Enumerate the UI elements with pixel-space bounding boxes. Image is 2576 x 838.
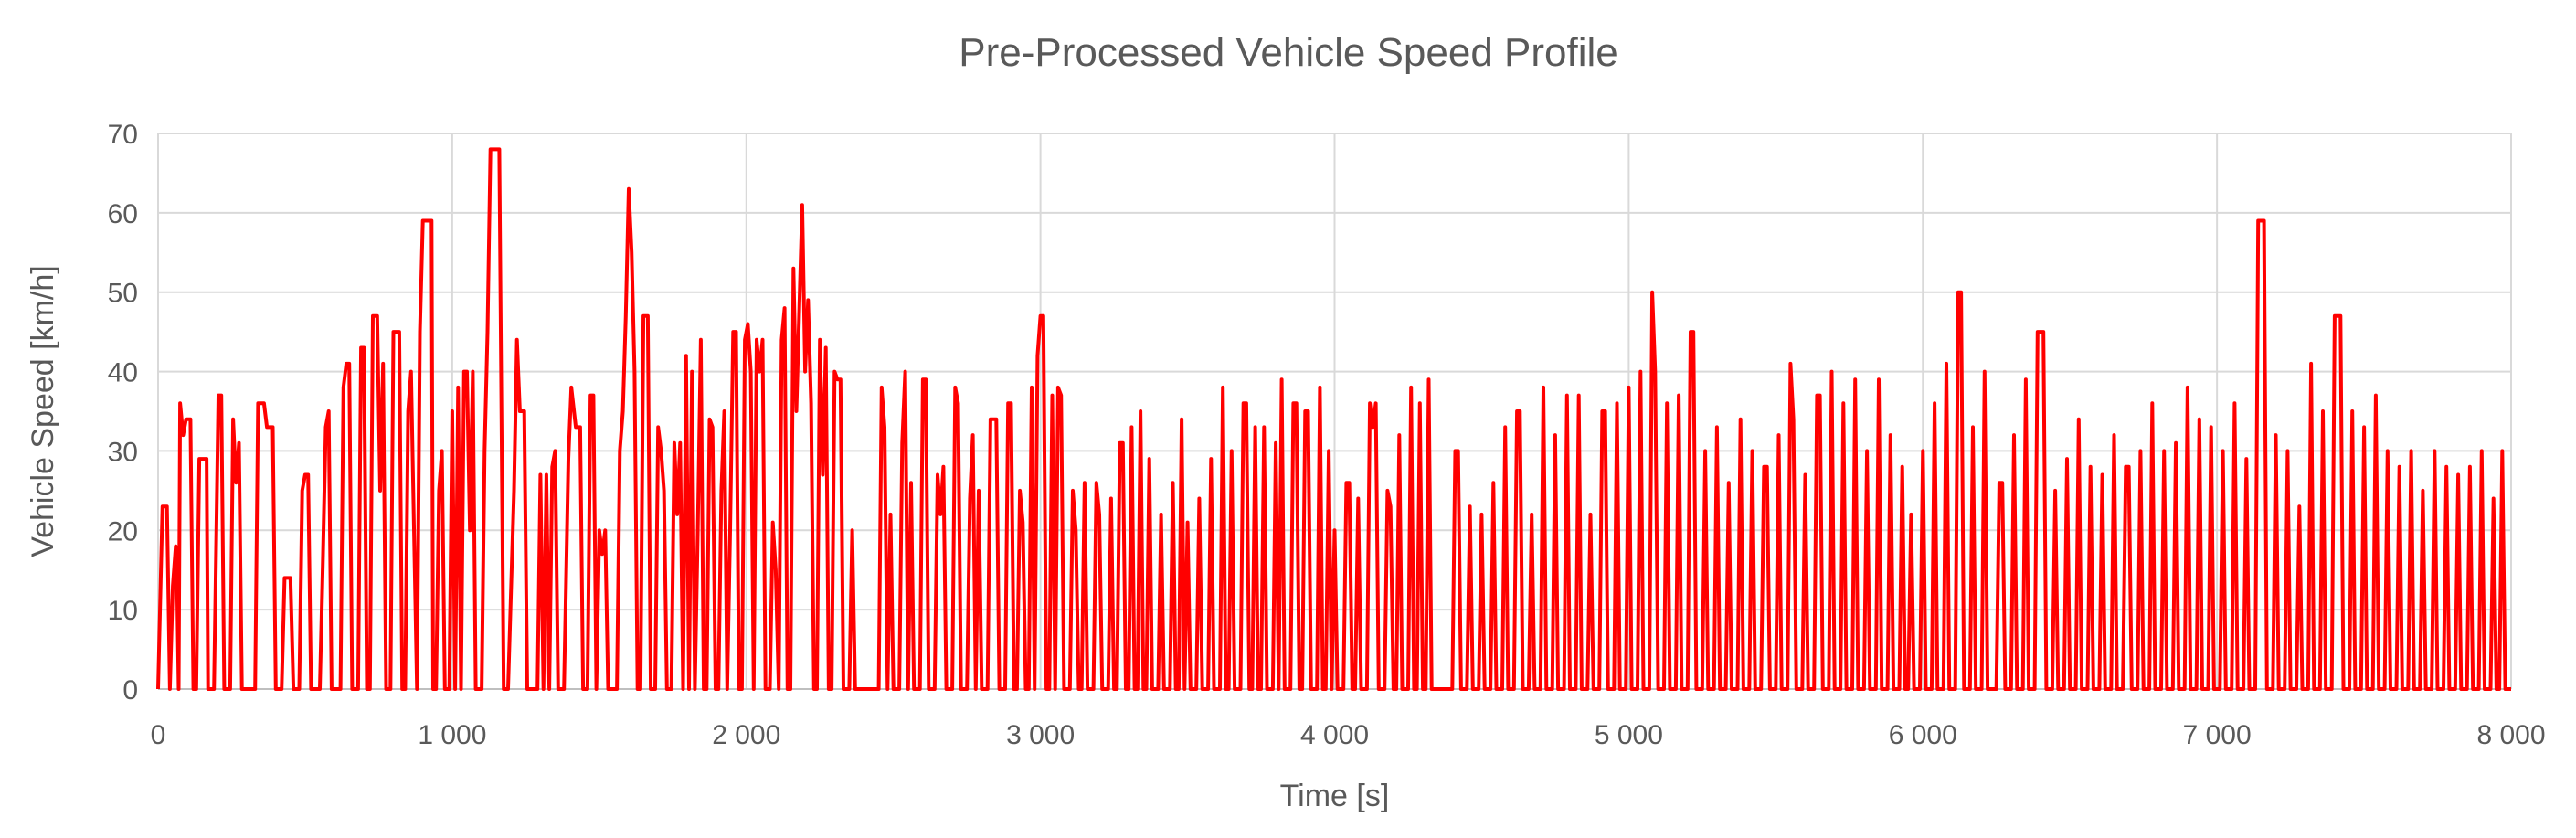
series-line (156, 147, 2511, 691)
y-tick-label: 0 (122, 675, 138, 705)
y-tick-label: 50 (108, 279, 138, 309)
x-tick-label: 1 000 (418, 720, 486, 750)
x-tick-labels: 0 1 000 2 000 3 000 4 000 5 000 6 000 7 000 8 00… (151, 720, 2546, 750)
y-tick-label: 10 (108, 596, 138, 626)
x-tick-label: 4 000 (1300, 720, 1369, 750)
y-tick-label: 60 (108, 199, 138, 229)
series-group (156, 147, 2511, 691)
x-tick-label: 3 000 (1006, 720, 1075, 750)
x-tick-label: 6 000 (1889, 720, 1957, 750)
y-tick-label: 20 (108, 516, 138, 546)
y-tick-label: 40 (108, 358, 138, 388)
y-tick-label: 30 (108, 437, 138, 467)
x-tick-label: 8 000 (2476, 720, 2545, 750)
x-tick-label: 0 (151, 720, 166, 750)
x-tick-label: 7 000 (2183, 720, 2252, 750)
x-tick-label: 2 000 (712, 720, 780, 750)
chart-title: Pre-Processed Vehicle Speed Profile (959, 30, 1618, 75)
y-axis-label: Vehicle Speed [km/h] (26, 265, 60, 557)
x-tick-label: 5 000 (1595, 720, 1663, 750)
y-tick-label: 70 (108, 120, 138, 150)
y-tick-labels: 0 10 20 30 40 50 60 70 (108, 120, 138, 705)
x-axis-label: Time [s] (1280, 779, 1390, 813)
